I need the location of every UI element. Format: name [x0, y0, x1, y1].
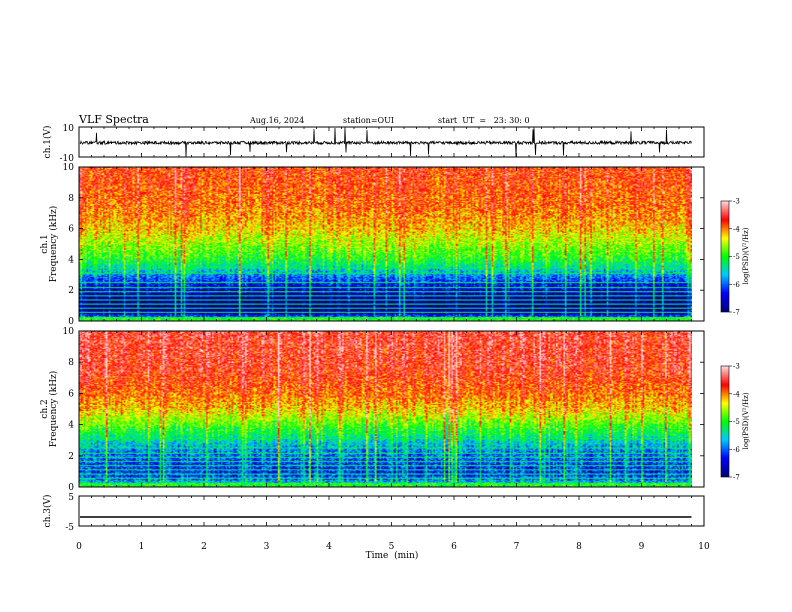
ch2-colorbar-ticks: -3 -4 -5 -6 -7 — [729, 363, 740, 482]
ch2-colorbar: -3 -4 -5 -6 -7 log(PSD)(V²/Hz) — [720, 363, 750, 482]
ch1-waveform-line — [79, 127, 692, 158]
ch2-spectrogram-channel-label: ch.2 — [40, 399, 50, 418]
time-tick-label: 8 — [576, 542, 582, 552]
station-label: station=OUI — [343, 116, 394, 125]
frequency-tick-label: 4 — [68, 255, 74, 265]
colorbar-tick-label: -5 — [733, 418, 740, 426]
frequency-tick-label: 10 — [63, 163, 75, 173]
colorbar-tick-label: -7 — [733, 474, 740, 482]
time-tick-label: 9 — [639, 542, 645, 552]
colorbar-tick-label: -3 — [733, 363, 740, 371]
time-tick-label: 4 — [326, 542, 332, 552]
colorbar-tick-label: -6 — [733, 281, 740, 289]
ch3-ytick-top: 5 — [68, 493, 74, 503]
frequency-tick-label: 8 — [68, 358, 74, 368]
frequency-tick-label: 0 — [68, 317, 74, 327]
colorbar-tick-label: -6 — [733, 446, 740, 454]
time-tick-label: 6 — [451, 542, 457, 552]
ch1-colorbar-ticks: -3 -4 -5 -6 -7 — [729, 198, 740, 317]
date-label: Aug.16, 2024 — [249, 116, 304, 125]
time-tick-label: 1 — [139, 542, 145, 552]
time-tick-label: 2 — [201, 542, 207, 552]
colorbar-tick-label: -3 — [733, 198, 740, 206]
ch1-waveform-panel: 10 -10 ch.1(V) — [42, 124, 705, 164]
figure-title: VLF Spectra — [78, 113, 149, 126]
ch3-waveform-panel: 5 -5 ch.3(V) — [42, 493, 705, 533]
ch1-colorbar-label: log(PSD)(V²/Hz) — [742, 227, 750, 284]
colorbar-tick-label: -5 — [733, 253, 740, 261]
ch1-spectrogram-ticks — [78, 167, 705, 321]
frequency-tick-label: 4 — [68, 421, 74, 431]
ch3-waveform-ticks — [78, 496, 705, 526]
ch1-ytick-bottom: -10 — [60, 154, 75, 164]
frequency-tick-label: 2 — [68, 286, 74, 296]
frequency-tick-label: 6 — [68, 225, 74, 235]
frequency-tick-label: 8 — [68, 194, 74, 204]
ch2-spectrogram-panel: 0 2 4 6 8 10 ch.2 Frequency (kHz) — [40, 327, 705, 493]
ch1-ytick-top: 10 — [63, 124, 75, 134]
colorbar-tick-label: -4 — [733, 225, 740, 233]
time-tick-label: 10 — [698, 542, 710, 552]
time-axis-tick-labels: 0 1 2 3 4 5 6 7 8 9 10 — [76, 542, 710, 552]
time-tick-label: 0 — [76, 542, 82, 552]
time-tick-label: 5 — [389, 542, 395, 552]
ch2-colorbar-gradient — [721, 366, 729, 477]
ch3-ytick-bottom: -5 — [65, 523, 74, 533]
ch1-colorbar-gradient — [721, 201, 729, 312]
ch2-spectrogram-yticks: 0 2 4 6 8 10 — [63, 327, 704, 493]
ch3-waveform-ylabel: ch.3(V) — [42, 495, 53, 528]
ch1-spectrogram-panel: 0 2 4 6 8 10 ch.1 Frequency (kHz) — [40, 163, 705, 327]
ch1-spectrogram-image — [79, 167, 692, 321]
colorbar-tick-label: -7 — [733, 309, 740, 317]
time-tick-label: 7 — [514, 542, 520, 552]
start-time-label: start UT = 23: 30: 0 — [438, 116, 530, 125]
frequency-tick-label: 10 — [63, 327, 75, 337]
time-axis-label: Time (min) — [366, 550, 419, 561]
time-tick-label: 3 — [264, 542, 270, 552]
ch2-spectrogram-image — [79, 331, 692, 487]
frequency-tick-label: 6 — [68, 389, 74, 399]
ch2-spectrogram-ticks — [78, 331, 705, 487]
ch1-spectrogram-ylabel: Frequency (kHz) — [48, 206, 59, 283]
frequency-tick-label: 2 — [68, 452, 74, 462]
ch1-spectrogram-yticks: 0 2 4 6 8 10 — [63, 163, 704, 327]
ch1-spectrogram-channel-label: ch.1 — [40, 234, 50, 253]
ch3-waveform-frame — [78, 495, 705, 527]
frequency-tick-label: 0 — [68, 483, 74, 493]
ch1-waveform-ticks — [78, 127, 705, 157]
colorbar-tick-label: -4 — [733, 390, 740, 398]
ch2-colorbar-label: log(PSD)(V²/Hz) — [742, 392, 750, 449]
ch2-spectrogram-ylabel: Frequency (kHz) — [48, 371, 59, 448]
ch1-colorbar: -3 -4 -5 -6 -7 log(PSD)(V²/Hz) — [720, 198, 750, 317]
ch1-waveform-ylabel: ch.1(V) — [42, 126, 53, 159]
